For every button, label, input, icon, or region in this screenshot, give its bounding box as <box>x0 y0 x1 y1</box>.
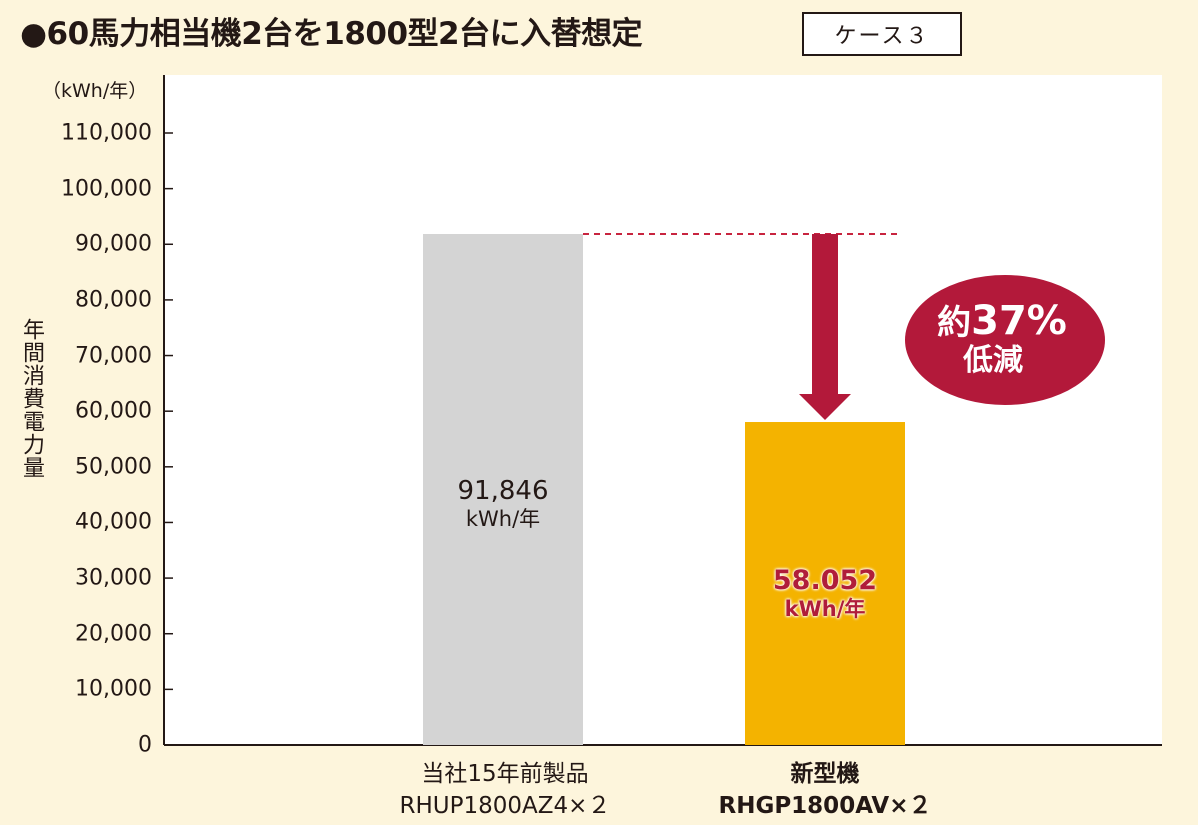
y-tick-label: 70,000 <box>75 343 152 369</box>
y-axis-label: 年間消費電力量 <box>19 318 44 479</box>
bar-old-product <box>423 234 583 745</box>
reduction-badge: 約37% 低減 <box>905 275 1105 405</box>
bar-value-new: 58.052 <box>772 564 878 596</box>
bar-value-label-new: 58.052 kWh/年 <box>772 564 878 622</box>
y-tick-label: 100,000 <box>61 176 152 202</box>
category-label-old: 当社15年前製品 RHUP1800AZ4×２ <box>370 758 640 822</box>
category-old-line1: 当社15年前製品 <box>421 761 589 787</box>
y-tick-label: 40,000 <box>75 509 152 535</box>
y-tick-label: 60,000 <box>75 398 152 424</box>
plot-area <box>164 75 1162 745</box>
category-old-line2: RHUP1800AZ4×２ <box>399 793 611 819</box>
y-tick-label: 30,000 <box>75 565 152 591</box>
bar-value-unit-old: kWh/年 <box>465 506 541 531</box>
reduction-prefix: 約 <box>937 303 972 343</box>
bar-value-unit-new: kWh/年 <box>784 596 866 621</box>
chart-title: ●60馬力相当機2台を1800型2台に入替想定 <box>20 16 643 52</box>
category-new-line2: RHGP1800AV×２ <box>718 793 932 819</box>
reduction-percent: 37% <box>971 298 1067 344</box>
category-new-line1: 新型機 <box>790 761 860 787</box>
bar-value-label-old: 91,846 kWh/年 <box>458 476 549 532</box>
y-tick-label: 110,000 <box>61 120 152 146</box>
case-label-box: ケース３ <box>802 12 962 56</box>
y-tick-label: 90,000 <box>75 231 152 257</box>
reduction-suffix: 低減 <box>963 343 1023 378</box>
category-label-new: 新型機 RHGP1800AV×２ <box>690 758 960 822</box>
reduction-arrow <box>799 234 851 421</box>
y-tick-label: 20,000 <box>75 621 152 647</box>
y-tick-label: 80,000 <box>75 287 152 313</box>
bar-new-product <box>745 422 905 745</box>
y-tick-label: 0 <box>138 732 152 758</box>
y-tick-label: 10,000 <box>75 676 152 702</box>
bar-value-old: 91,846 <box>457 475 549 506</box>
y-tick-label: 50,000 <box>75 454 152 480</box>
y-axis-unit: （kWh/年） <box>42 80 148 102</box>
